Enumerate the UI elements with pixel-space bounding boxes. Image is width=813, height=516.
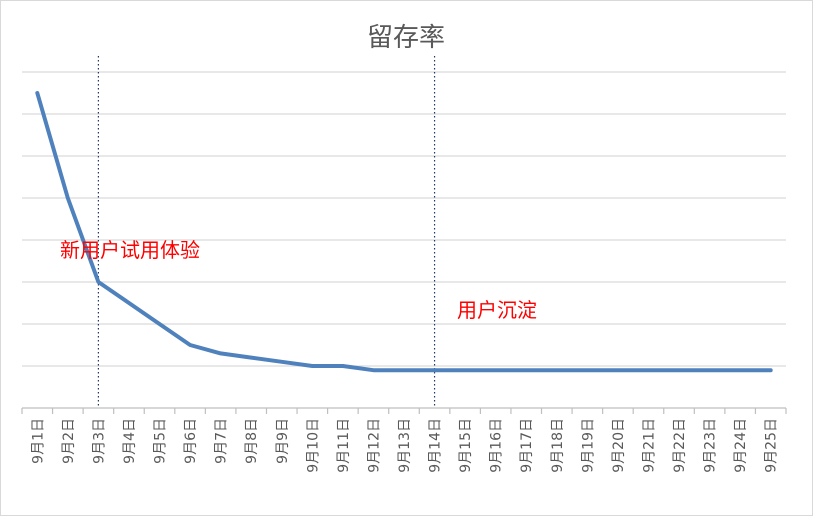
x-axis (21, 407, 787, 414)
x-tick-label: 9月7日 (214, 418, 230, 464)
x-tick-label: 9月16日 (489, 418, 505, 473)
x-tick-label: 9月14日 (428, 418, 444, 473)
x-tick-label: 9月25日 (764, 418, 780, 473)
x-tick-label: 9月12日 (366, 418, 382, 473)
x-tick-label: 9月23日 (703, 418, 719, 473)
gridlines (22, 71, 786, 367)
chart-title: 留存率 (367, 23, 445, 53)
annotation-0: 新用户试用体验 (60, 238, 200, 262)
reference-lines (97, 56, 436, 408)
x-tick-label: 9月24日 (733, 418, 749, 473)
x-tick-label: 9月17日 (519, 418, 535, 473)
x-tick-label: 9月6日 (183, 418, 199, 464)
x-tick-labels: 9月1日 9月2日 9月3日 9月4日 9月5日 9月6日 9月7日 9月8日 9月9日 9月10… (30, 418, 779, 473)
annotation-1: 用户沉淀 (457, 298, 537, 322)
x-tick-label: 9月2日 (61, 418, 77, 464)
series-layer (35, 91, 773, 373)
x-tick-label: 9月9日 (275, 418, 291, 464)
x-tick-label: 9月19日 (580, 418, 596, 473)
x-tick-label: 9月11日 (336, 418, 352, 473)
x-tick-label: 9月22日 (672, 418, 688, 473)
x-tick-label: 9月3日 (91, 418, 107, 464)
x-tick-label: 9月10日 (305, 418, 321, 473)
x-tick-label: 9月8日 (244, 418, 260, 464)
x-tick-label: 9月20日 (611, 418, 627, 473)
x-tick-label: 9月21日 (641, 418, 657, 473)
x-tick-label: 9月4日 (122, 418, 138, 464)
x-tick-label: 9月15日 (458, 418, 474, 473)
x-tick-label: 9月18日 (550, 418, 566, 473)
x-tick-label: 9月5日 (153, 418, 169, 464)
series-line-0 (35, 91, 773, 373)
x-tick-label: 9月1日 (30, 418, 46, 464)
x-tick-label: 9月13日 (397, 418, 413, 473)
